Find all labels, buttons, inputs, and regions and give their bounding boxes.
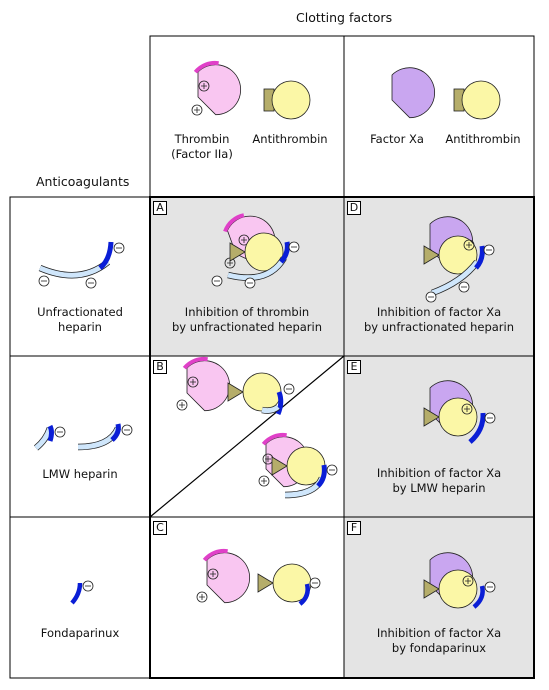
thrombin-molecule [191, 58, 245, 117]
thrombin-label: Thrombin (Factor IIa) [162, 132, 242, 162]
panel-b-thrombin-1 [176, 354, 234, 413]
panel-a-caption-line2: by unfractionated heparin [171, 320, 323, 334]
panel-f-letter: F [347, 521, 361, 535]
thrombin-label-line1: Thrombin [174, 132, 230, 146]
unfractionated-heparin-label: Unfractionated heparin [20, 305, 140, 335]
unfractionated-label-line2: heparin [58, 320, 102, 334]
anticoagulants-header: Anticoagulants [36, 174, 130, 189]
antithrombin-molecule-2 [453, 80, 501, 120]
panel-d-complex [423, 216, 495, 303]
panel-c-thrombin [196, 546, 254, 605]
lmw-heparin-label: LMW heparin [42, 467, 118, 481]
factor-xa-label: Factor Xa [370, 132, 424, 146]
unfractionated-label-line1: Unfractionated [37, 305, 123, 319]
panel-f-bg [344, 517, 534, 678]
antithrombin-label-2: Antithrombin [445, 132, 521, 146]
panel-e-caption-line1: Inhibition of factor Xa [376, 466, 502, 480]
panel-d-caption-line1: Inhibition of factor Xa [376, 305, 502, 319]
factor-xa-molecule [391, 67, 436, 119]
panel-c-antithrombin [257, 563, 321, 606]
panel-a-caption-line1: Inhibition of thrombin [184, 305, 310, 319]
grid-lines [9, 35, 535, 679]
panel-e-caption: Inhibition of factor Xa by LMW heparin [346, 466, 532, 496]
clotting-factors-header: Clotting factors [296, 10, 393, 25]
panel-f-complex [423, 552, 496, 609]
panel-e-caption-line2: by LMW heparin [392, 481, 486, 495]
panel-a-caption: Inhibition of thrombin by unfractionated… [152, 305, 342, 335]
panel-d-letter: D [347, 201, 361, 215]
panel-d-caption: Inhibition of factor Xa by unfractionate… [346, 305, 532, 335]
panel-e-letter: E [347, 360, 361, 374]
panel-e-complex [423, 380, 496, 444]
unfractionated-heparin-chain [38, 241, 125, 289]
fondaparinux-label: Fondaparinux [40, 626, 120, 640]
lmw-heparin-chains [33, 423, 133, 451]
panel-a-letter: A [153, 201, 167, 215]
panel-b-letter: B [153, 360, 167, 374]
panel-f-caption: Inhibition of factor Xa by fondaparinux [346, 626, 532, 656]
antithrombin-molecule-1 [263, 80, 311, 120]
fondaparinux-chain [70, 580, 94, 605]
panel-c-letter: C [153, 521, 167, 535]
panel-d-caption-line2: by unfractionated heparin [363, 320, 515, 334]
panel-b-antithrombin-2 [271, 446, 338, 499]
panel-a-complex [211, 202, 300, 289]
panel-b-antithrombin-1 [227, 372, 295, 415]
thrombin-label-line2: (Factor IIa) [171, 147, 233, 161]
panel-f-caption-line1: Inhibition of factor Xa [376, 626, 502, 640]
panel-f-caption-line2: by fondaparinux [391, 641, 487, 655]
antithrombin-label-1: Antithrombin [252, 132, 328, 146]
